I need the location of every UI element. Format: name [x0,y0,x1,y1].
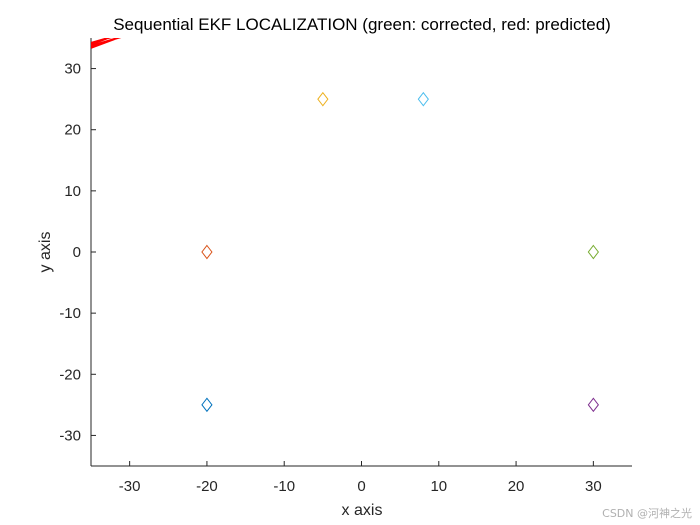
y-tick-label: -10 [59,305,81,322]
axes [90,38,632,467]
x-axis-label: x axis [342,502,383,519]
y-tick-label: 20 [64,122,81,139]
watermark: CSDN @河神之光 [602,507,692,520]
landmark-markers [201,91,599,413]
landmark-diamond [587,397,599,413]
x-tick-label: 20 [508,478,525,495]
predicted-path [91,38,122,49]
landmark-diamond [201,397,213,413]
x-tick-label: 10 [430,478,447,495]
predicted-path-segment [91,38,115,49]
landmark-diamond [417,91,429,107]
y-ticks: -30 -20 -10 0 10 20 30 [59,61,96,444]
predicted-path-segment [91,38,112,44]
x-tick-label: 30 [585,478,602,495]
y-tick-label: -20 [59,366,81,383]
x-tick-label: -10 [273,478,295,495]
landmark-diamond [587,244,599,260]
x-ticks: -30 -20 -10 0 10 20 30 [119,461,602,495]
y-axis-label: y axis [37,232,54,273]
y-tick-label: 10 [64,183,81,200]
y-tick-label: 0 [73,244,81,261]
predicted-path-segment [91,38,107,46]
y-tick-label: -30 [59,427,81,444]
landmark-diamond [317,91,329,107]
x-tick-label: -20 [196,478,218,495]
y-tick-label: 30 [64,61,81,78]
chart-title: Sequential EKF LOCALIZATION (green: corr… [113,15,611,34]
x-tick-label: 0 [357,478,365,495]
x-tick-label: -30 [119,478,141,495]
landmark-diamond [201,244,213,260]
